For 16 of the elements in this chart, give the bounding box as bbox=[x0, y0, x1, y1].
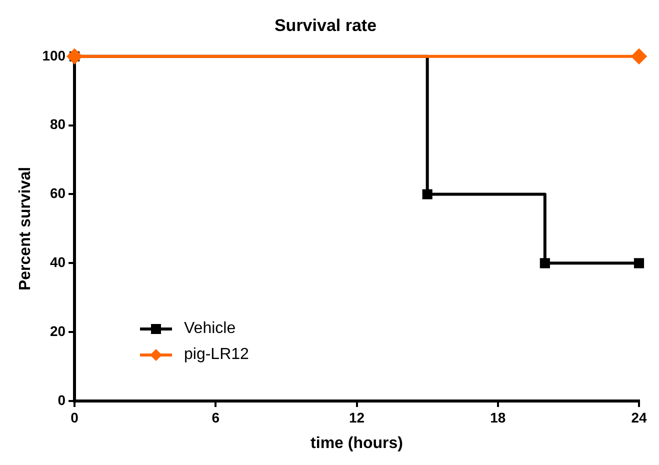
x-tick-label: 0 bbox=[70, 409, 79, 426]
y-tick-label: 0 bbox=[58, 392, 66, 408]
legend-label: pig-LR12 bbox=[184, 346, 249, 364]
y-tick-label: 60 bbox=[50, 185, 66, 202]
x-tick-label: 24 bbox=[631, 409, 647, 426]
y-tick-label: 40 bbox=[50, 254, 66, 270]
y-axis-title: Percent survival bbox=[17, 166, 34, 291]
x-tick-label: 6 bbox=[212, 409, 220, 426]
x-tick-label: 18 bbox=[490, 409, 506, 426]
y-tick-label: 80 bbox=[50, 116, 66, 132]
legend-label: Vehicle bbox=[184, 320, 236, 338]
x-axis-title: time (hours) bbox=[310, 434, 404, 452]
x-tick-label: 12 bbox=[348, 409, 365, 426]
chart-title: Survival rate bbox=[274, 16, 377, 35]
y-tick-label: 100 bbox=[42, 47, 66, 64]
y-tick-label: 20 bbox=[50, 322, 66, 339]
